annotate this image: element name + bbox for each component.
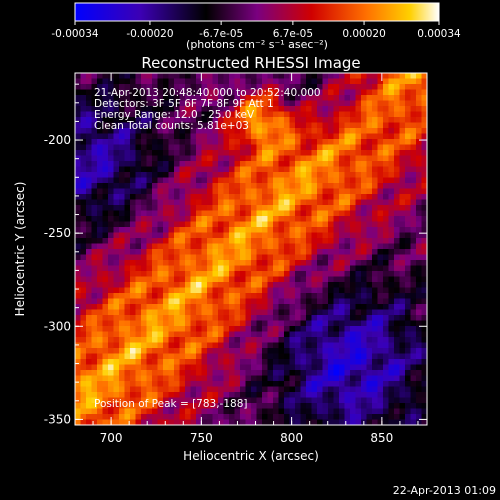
heatmap-image: [75, 73, 427, 425]
annotations: 21-Apr-2013 20:48:40.000 to 20:52:40.000…: [94, 87, 321, 410]
chart-title: Reconstructed RHESSI Image: [141, 54, 360, 72]
colorbar-tick-label: -0.00034: [51, 28, 99, 40]
colorbar-tick-label: 6.7e-05: [273, 28, 313, 40]
colorbar-tick-label: 0.00020: [342, 28, 385, 40]
colorbar-tick-label: -0.00020: [126, 28, 173, 40]
x-tick-label: 850: [370, 431, 393, 445]
colorbar-ticks: -0.00034 -0.00020 -6.7e-05 6.7e-05 0.00020 0.…: [51, 21, 461, 40]
annotation-clean: Clean Total counts: 5.81e+03: [94, 120, 249, 132]
colorbar-tick-label: -6.7e-05: [199, 28, 243, 40]
colorbar-tick-label: 0.00034: [417, 28, 461, 40]
x-tick-label: 750: [190, 431, 213, 445]
footer-date: 22-Apr-2013 01:09: [393, 484, 496, 497]
colorbar-units: (photons cm⁻² s⁻¹ asec⁻²): [186, 38, 328, 51]
colorbar: [74, 2, 440, 22]
x-tick-label: 700: [100, 431, 123, 445]
annotation-peak: Position of Peak = [783,-188]: [94, 398, 248, 410]
y-tick-label: -250: [44, 226, 71, 240]
y-tick-label: -200: [44, 133, 71, 147]
x-axis-label: Heliocentric X (arcsec): [183, 449, 319, 463]
annotation-time-range: 21-Apr-2013 20:48:40.000 to 20:52:40.000: [94, 87, 321, 99]
x-tick-label: 800: [280, 431, 303, 445]
y-axis-label: Heliocentric Y (arcsec): [13, 182, 27, 317]
annotation-energy: Energy Range: 12.0 - 25.0 keV: [94, 109, 255, 121]
plot-frame: [74, 72, 428, 426]
axis-ticks: 700 750 800 850 -200 -250 -300 -350: [44, 73, 427, 445]
annotation-detectors: Detectors: 3F 5F 6F 7F 8F 9F Att 1: [94, 98, 274, 110]
y-tick-label: -300: [44, 319, 71, 333]
y-tick-label: -350: [44, 412, 71, 426]
